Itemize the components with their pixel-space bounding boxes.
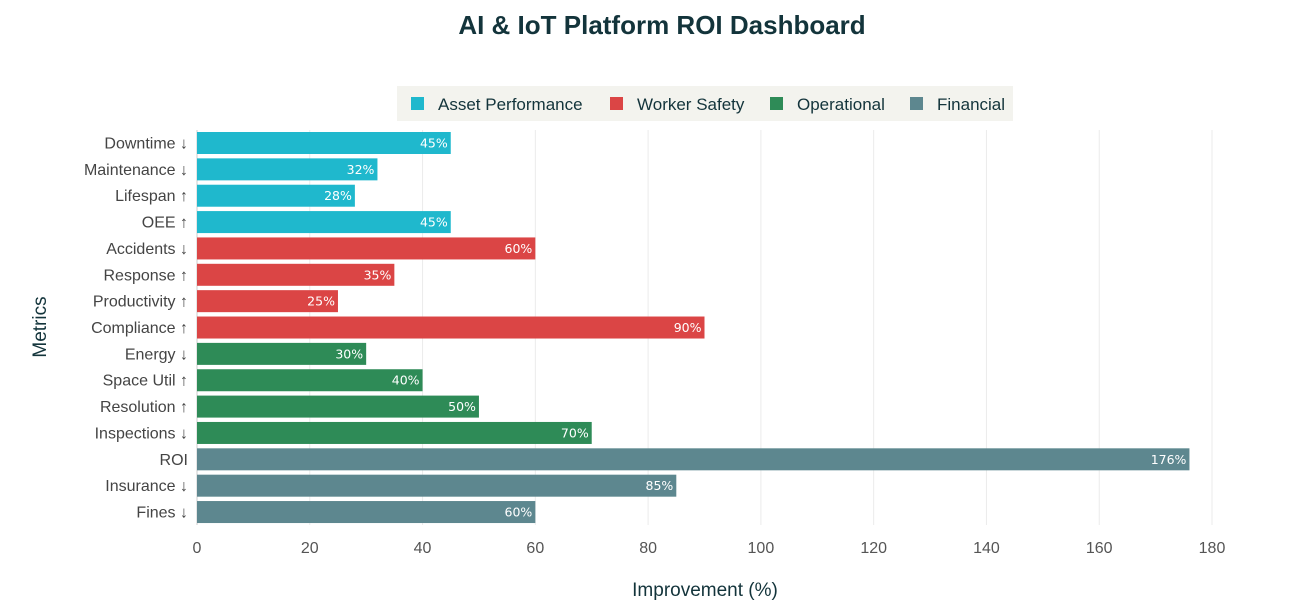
y-tick-label: Response ↑ — [104, 267, 189, 284]
x-tick-label: 80 — [639, 540, 657, 557]
data-label: 176% — [1151, 452, 1187, 467]
x-tick-label: 160 — [1086, 540, 1113, 557]
legend-swatch — [770, 97, 783, 110]
data-label: 45% — [420, 215, 448, 230]
x-tick-label: 180 — [1199, 540, 1226, 557]
data-label: 45% — [420, 136, 448, 151]
data-label: 60% — [505, 241, 533, 256]
bar — [197, 132, 451, 154]
data-label: 40% — [392, 373, 420, 388]
legend-swatch — [910, 97, 923, 110]
bar — [197, 211, 451, 234]
y-tick-label: ROI — [160, 452, 188, 469]
data-label: 28% — [324, 188, 352, 203]
bar — [197, 395, 479, 418]
x-tick-label: 0 — [193, 540, 202, 557]
x-tick-label: 140 — [973, 540, 1000, 557]
bar — [197, 369, 423, 392]
data-label: 85% — [646, 478, 674, 493]
y-tick-label: Insurance ↓ — [105, 478, 188, 495]
x-tick-label: 20 — [301, 540, 319, 557]
bar — [197, 448, 1190, 471]
x-tick-label: 40 — [414, 540, 432, 557]
y-tick-label: Accidents ↓ — [106, 241, 188, 258]
y-axis-title: Metrics — [30, 296, 51, 357]
legend-label: Asset Performance — [438, 95, 583, 114]
x-tick-label: 60 — [526, 540, 544, 557]
bar — [197, 290, 338, 313]
y-tick-label: OEE ↑ — [142, 215, 188, 232]
legend-label: Operational — [797, 95, 885, 114]
legend-label: Worker Safety — [637, 95, 745, 114]
legend-swatch — [610, 97, 623, 110]
bar — [197, 237, 536, 260]
legend-label: Financial — [937, 95, 1005, 114]
bar — [197, 342, 367, 365]
y-tick-label: Resolution ↑ — [100, 399, 188, 416]
data-label: 90% — [674, 320, 702, 335]
bar — [197, 263, 395, 286]
bar — [197, 158, 378, 181]
y-tick-label: Lifespan ↑ — [115, 188, 188, 205]
data-label: 30% — [335, 346, 363, 361]
y-tick-label: Inspections ↓ — [95, 425, 188, 442]
bar — [197, 421, 592, 444]
data-label: 60% — [505, 505, 533, 520]
y-tick-label: Space Util ↑ — [103, 373, 188, 390]
y-tick-label: Fines ↓ — [136, 505, 188, 522]
y-tick-label: Maintenance ↓ — [84, 162, 188, 179]
y-tick-label: Downtime ↓ — [104, 136, 188, 153]
data-label: 70% — [561, 425, 589, 440]
data-label: 50% — [448, 399, 476, 414]
y-tick-label: Compliance ↑ — [91, 320, 188, 337]
data-label: 25% — [307, 294, 335, 309]
x-tick-label: 100 — [748, 540, 775, 557]
data-label: 32% — [347, 162, 375, 177]
bar — [197, 474, 677, 497]
bar — [197, 316, 705, 339]
legend-swatch — [411, 97, 424, 110]
data-label: 35% — [364, 267, 392, 282]
chart-title: AI & IoT Platform ROI Dashboard — [458, 10, 865, 40]
y-tick-label: Energy ↓ — [125, 346, 188, 363]
x-axis-title: Improvement (%) — [632, 580, 778, 601]
bar — [197, 501, 536, 524]
y-tick-label: Productivity ↑ — [93, 294, 188, 311]
x-tick-label: 120 — [860, 540, 887, 557]
bar — [197, 184, 355, 207]
